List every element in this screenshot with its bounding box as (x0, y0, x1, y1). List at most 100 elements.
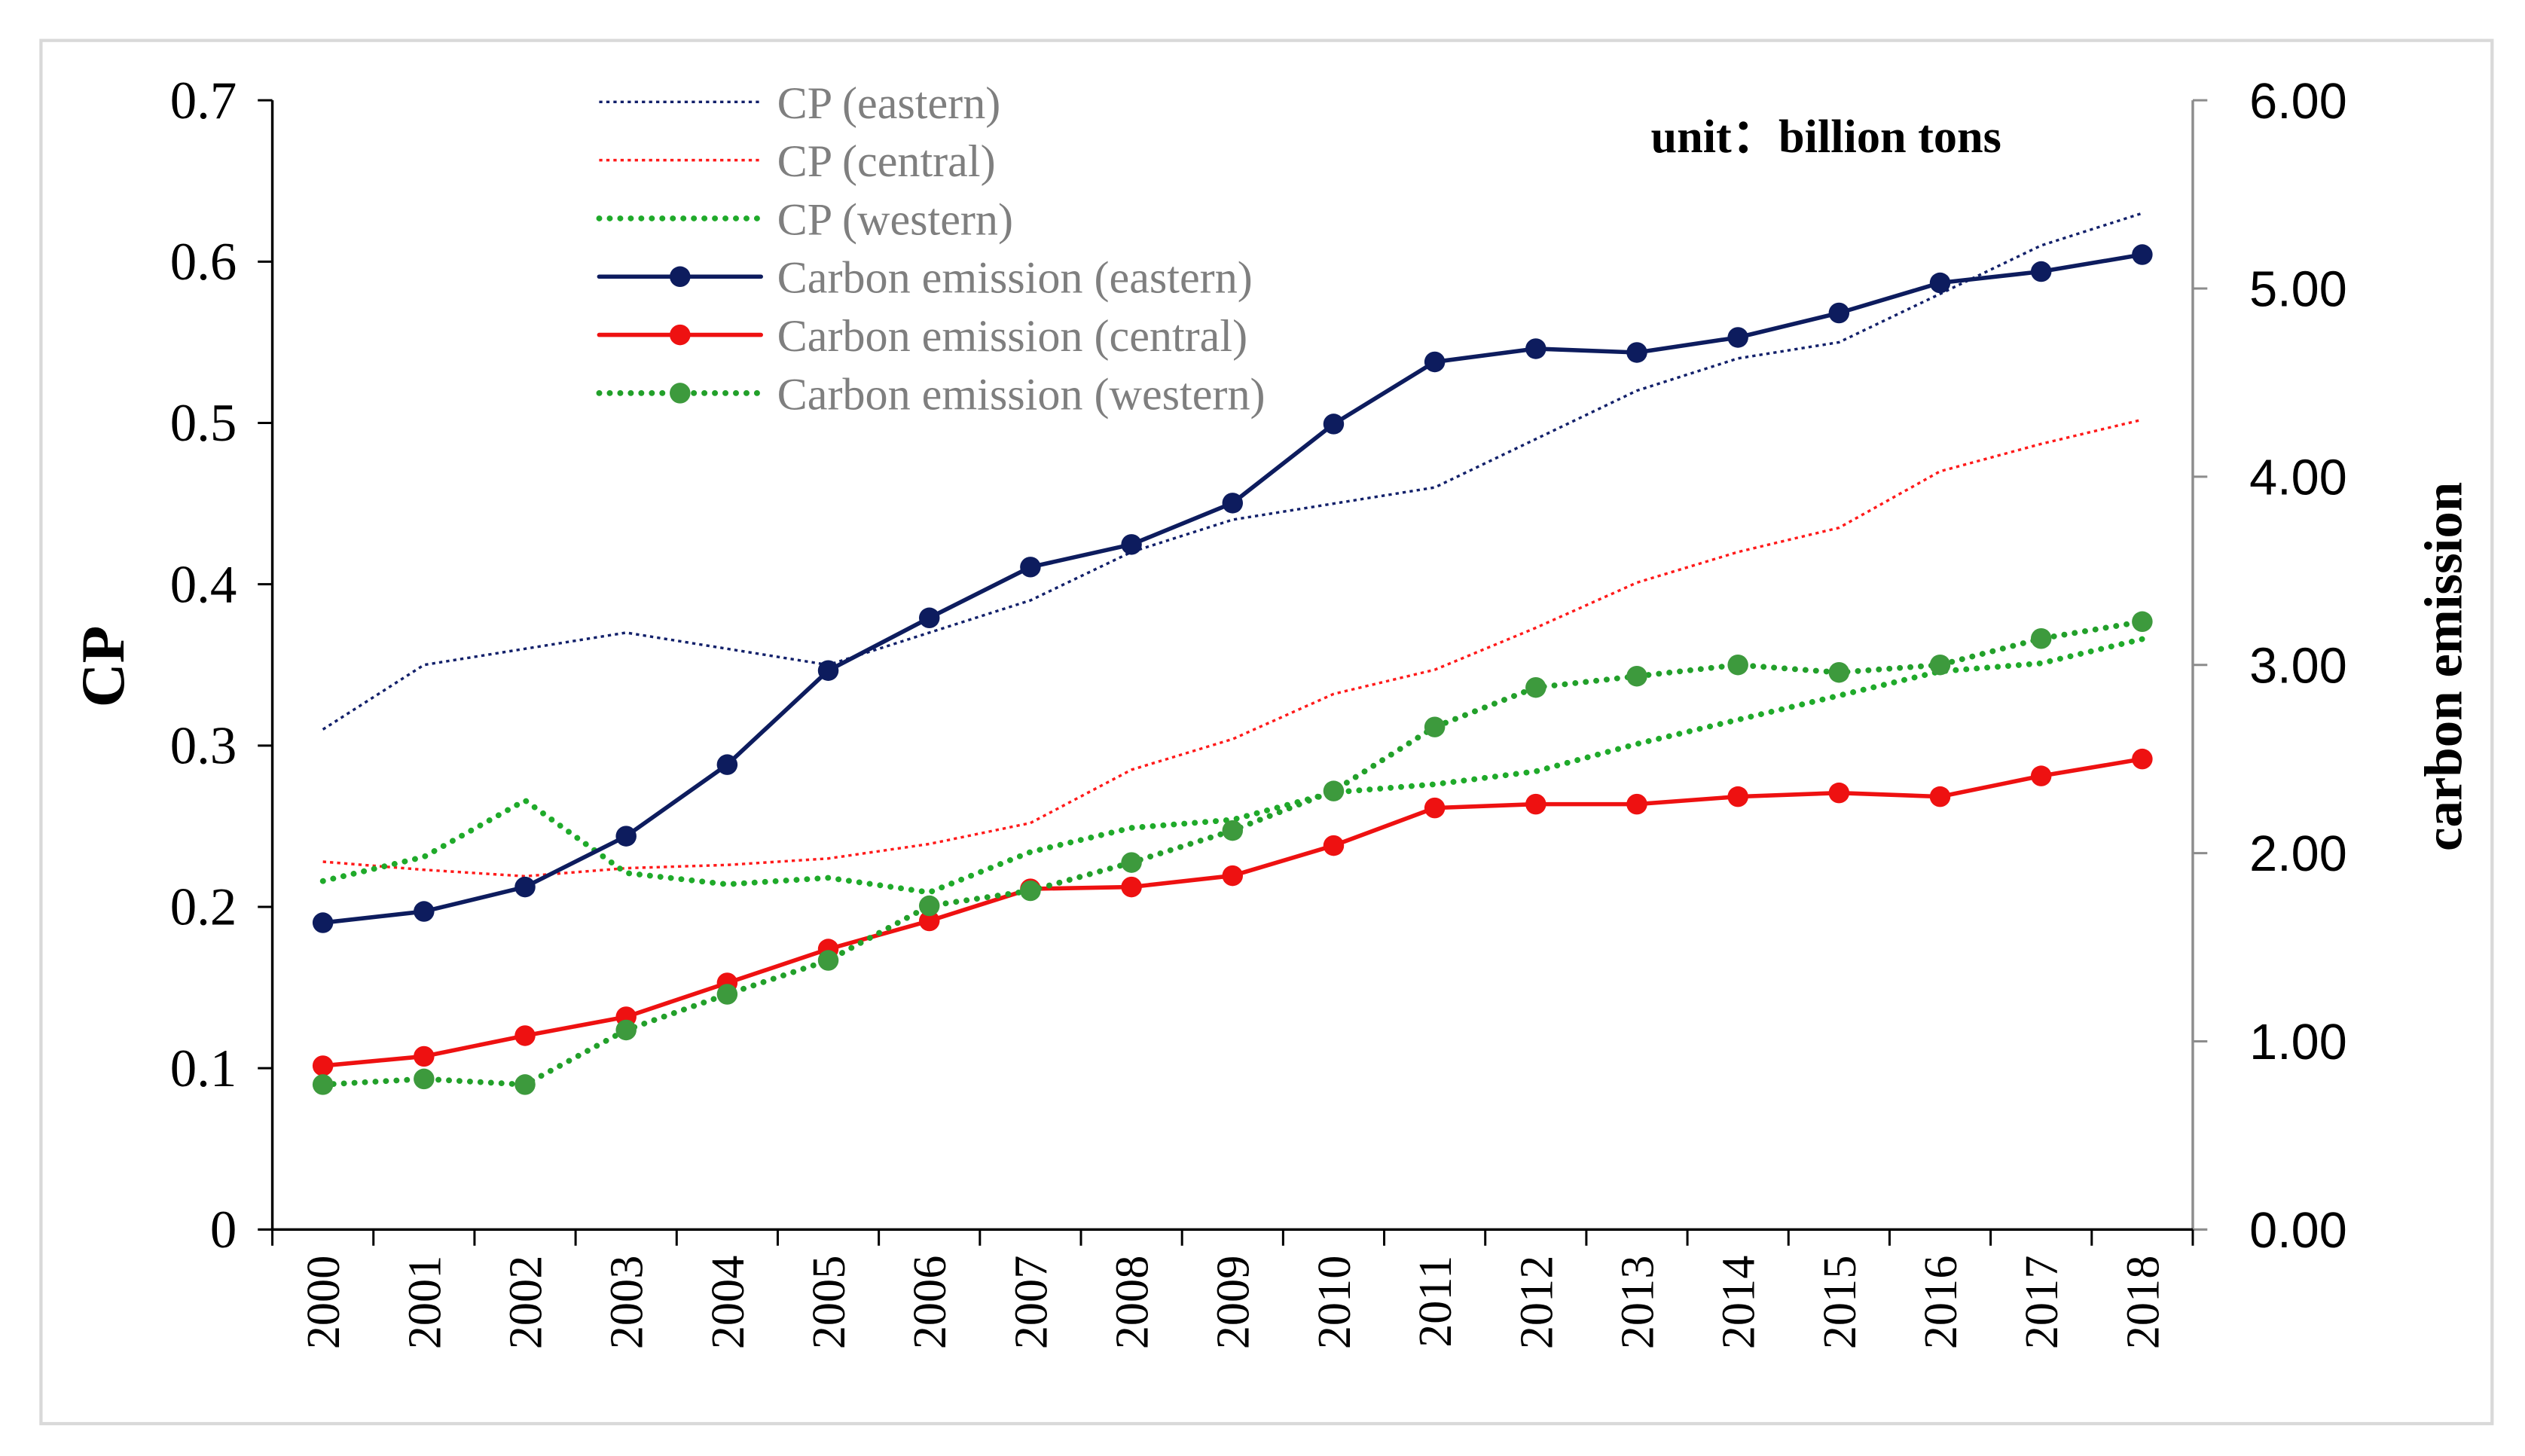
data-point-carbon-emission-central (918, 910, 940, 932)
y2-axis-title: carbon emission (2415, 482, 2474, 851)
data-point-carbon-emission-eastern (312, 912, 334, 933)
chart-frame (39, 38, 2494, 1426)
data-point-carbon-emission-eastern (918, 607, 940, 629)
y-tick-label: 0.3 (170, 716, 237, 775)
data-point-carbon-emission-western (817, 950, 839, 971)
data-point-carbon-emission-western (716, 984, 738, 1005)
series-line-cp-central (322, 418, 2143, 878)
x-tick-label: 2016 (1916, 1256, 1967, 1350)
data-point-carbon-emission-eastern (1424, 351, 1446, 373)
data-point-carbon-emission-central (514, 1025, 536, 1046)
x-tick-label: 2003 (602, 1256, 653, 1350)
data-point-carbon-emission-central (1525, 793, 1546, 815)
axes: 0 0.1 0.2 0.3 0.4 0.5 0.6 0.7 0.00 1.00 2.00 3.00 4.… (170, 72, 2347, 1349)
x-tick-label: 2012 (1511, 1256, 1562, 1350)
data-point-carbon-emission-western (1323, 780, 1345, 801)
data-point-carbon-emission-eastern (1929, 272, 1951, 294)
data-point-carbon-emission-central (2030, 765, 2052, 786)
legend-item-cp-eastern: CP (eastern) (599, 78, 1000, 129)
data-point-carbon-emission-central (1828, 782, 1850, 804)
x-tick-label: 2018 (2117, 1256, 2169, 1350)
unit-annotation: unit：billion tons (1650, 111, 2001, 163)
legend-marker (670, 324, 691, 346)
x-tick-label: 2009 (1208, 1256, 1259, 1350)
data-point-carbon-emission-central (1424, 797, 1446, 819)
data-point-carbon-emission-eastern (2132, 244, 2153, 265)
x-tick-label: 2000 (298, 1256, 350, 1350)
data-point-carbon-emission-western (514, 1074, 536, 1095)
data-point-carbon-emission-central (1727, 786, 1748, 807)
legend-item-carbon-emission-western: Carbon emission (western) (596, 369, 1266, 420)
y-tick-label: 0.4 (170, 555, 237, 614)
data-point-carbon-emission-western (1020, 880, 1041, 902)
data-point-carbon-emission-eastern (414, 901, 435, 922)
series-line-cp-western (319, 636, 2145, 896)
data-point-carbon-emission-central (1626, 793, 1647, 815)
y-axis-title: CP (69, 625, 137, 707)
data-point-carbon-emission-eastern (1626, 342, 1647, 363)
legend-item-cp-central: CP (central) (599, 136, 996, 187)
data-point-carbon-emission-central (312, 1055, 334, 1076)
legend-item-carbon-emission-central: Carbon emission (central) (597, 311, 1247, 362)
legend-label: Carbon emission (western) (777, 369, 1266, 420)
y-tick-label: 0 (210, 1201, 237, 1259)
data-point-carbon-emission-central (2132, 748, 2153, 770)
data-point-carbon-emission-eastern (1222, 493, 1244, 514)
legend-label: Carbon emission (central) (777, 311, 1247, 362)
data-point-carbon-emission-eastern (716, 754, 738, 775)
x-tick-label: 2002 (500, 1256, 551, 1350)
legend: CP (eastern) CP (central) CP (western) Carb… (596, 78, 1266, 420)
y-tick-label: 0.5 (170, 394, 237, 453)
data-point-carbon-emission-western (918, 895, 940, 917)
data-point-carbon-emission-western (312, 1074, 334, 1095)
data-point-carbon-emission-central (1323, 835, 1345, 856)
y2-tick-label: 0.00 (2249, 1203, 2347, 1259)
legend-item-cp-western: CP (western) (596, 194, 1013, 245)
x-tick-label: 2010 (1309, 1256, 1360, 1350)
data-point-carbon-emission-western (615, 1019, 637, 1041)
data-point-carbon-emission-western (2132, 611, 2153, 633)
y2-tick-label: 6.00 (2249, 74, 2347, 130)
x-tick-label: 2007 (1006, 1256, 1057, 1350)
series-line-cp-eastern (322, 212, 2143, 731)
x-tick-label: 2017 (2017, 1256, 2068, 1350)
data-point-carbon-emission-eastern (514, 876, 536, 898)
legend-item-carbon-emission-eastern: Carbon emission (eastern) (597, 253, 1253, 304)
data-point-carbon-emission-central (414, 1045, 435, 1067)
data-point-carbon-emission-eastern (1828, 302, 1850, 324)
x-tick-label: 2013 (1612, 1256, 1663, 1350)
data-point-carbon-emission-eastern (1727, 327, 1748, 348)
data-point-carbon-emission-central (1929, 786, 1951, 807)
data-point-carbon-emission-eastern (615, 826, 637, 847)
data-point-carbon-emission-western (1424, 716, 1446, 737)
legend-label: CP (western) (777, 194, 1013, 245)
data-point-carbon-emission-western (2030, 628, 2052, 649)
legend-marker (670, 383, 691, 404)
legend-marker (670, 266, 691, 288)
data-point-carbon-emission-central (1121, 876, 1142, 898)
x-tick-label: 2014 (1714, 1256, 1765, 1350)
legend-label: Carbon emission (eastern) (777, 253, 1253, 304)
data-point-carbon-emission-western (1525, 676, 1546, 698)
x-tick-label: 2005 (804, 1256, 855, 1350)
data-point-carbon-emission-eastern (1323, 414, 1345, 435)
x-tick-label: 2004 (703, 1256, 754, 1350)
data-point-carbon-emission-western (1929, 654, 1951, 676)
data-point-carbon-emission-western (1626, 665, 1647, 687)
y2-tick-label: 5.00 (2249, 262, 2347, 318)
x-tick-label: 2001 (399, 1256, 450, 1350)
legend-label: CP (central) (777, 136, 996, 187)
data-point-carbon-emission-central (1222, 865, 1244, 887)
data-point-carbon-emission-eastern (817, 660, 839, 681)
data-point-carbon-emission-eastern (1020, 557, 1041, 578)
data-point-carbon-emission-western (1121, 852, 1142, 873)
y2-tick-label: 3.00 (2249, 638, 2347, 694)
data-point-carbon-emission-western (1828, 661, 1850, 683)
x-tick-label: 2011 (1410, 1256, 1461, 1348)
y2-tick-label: 1.00 (2249, 1015, 2347, 1070)
y-tick-label: 0.1 (170, 1039, 237, 1098)
y2-tick-label: 4.00 (2249, 450, 2347, 506)
data-point-carbon-emission-western (1222, 820, 1244, 841)
y2-tick-label: 2.00 (2249, 826, 2347, 882)
